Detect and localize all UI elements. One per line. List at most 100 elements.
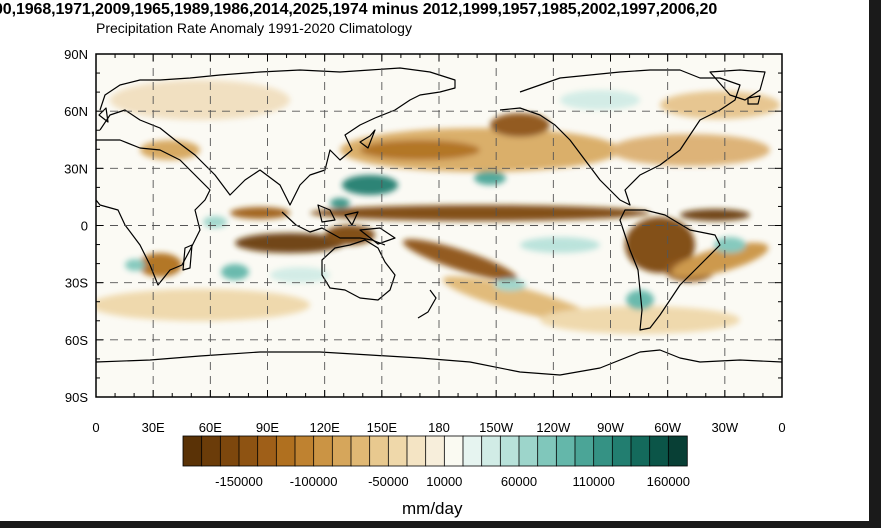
- anomaly-patch: [626, 290, 654, 310]
- y-tick-labels: 90N 60N 30N 0 30S 60S 90S: [64, 47, 88, 405]
- anomaly-patch: [96, 289, 310, 321]
- x-tick-labels: 0 30E 60E 90E 120E 150E 180 150W 120W 90W 60W 30W 0: [92, 420, 785, 435]
- coast-iceland: [747, 95, 761, 105]
- anomaly-patch: [235, 233, 345, 253]
- y-tick-label: 30N: [64, 161, 88, 176]
- colorbar-swatch: [201, 435, 222, 467]
- anomaly-patch: [520, 237, 600, 253]
- anomaly-patch: [330, 198, 350, 208]
- colorbar-swatch: [667, 435, 688, 467]
- colorbar-swatch: [275, 435, 296, 467]
- colorbar-tick-label: 10000: [426, 474, 462, 489]
- colorbar-swatch: [555, 435, 576, 467]
- colorbar-swatch: [387, 435, 408, 467]
- colorbar-swatch: [630, 435, 651, 467]
- y-tick-label: 90S: [65, 390, 88, 405]
- colorbar-swatch: [238, 435, 259, 467]
- y-tick-label: 90N: [64, 47, 88, 62]
- anomaly-patch: [230, 207, 290, 219]
- colorbar-swatch: [182, 435, 203, 467]
- x-tick-label: 120E: [309, 420, 340, 435]
- anomaly-patch: [714, 237, 746, 253]
- coast-south-america: [619, 209, 721, 331]
- colorbar-swatch: [593, 435, 614, 467]
- map-frame: [95, 53, 783, 398]
- colorbar-swatch: [406, 435, 427, 467]
- anomaly-patch: [342, 175, 398, 195]
- anomaly-patch: [680, 209, 750, 221]
- coast-africa: [96, 139, 211, 286]
- colorbar-swatch: [257, 435, 278, 467]
- x-tick-label: 120W: [536, 420, 571, 435]
- colorbar-swatch: [331, 435, 352, 467]
- x-tick-label: 30E: [142, 420, 165, 435]
- colorbar-swatch: [611, 435, 632, 467]
- anomaly-patch: [221, 264, 249, 280]
- colorbar-tick-label: -100000: [290, 474, 338, 489]
- anomaly-patch: [203, 216, 227, 228]
- y-tick-label: 60S: [65, 333, 88, 348]
- colorbar-swatch: [313, 435, 334, 467]
- colorbar-swatch: [219, 435, 240, 467]
- anomaly-patch: [360, 140, 480, 160]
- colorbar-swatch: [462, 435, 483, 467]
- anomaly-patch: [540, 306, 740, 334]
- x-tick-label: 0: [92, 420, 99, 435]
- anomaly-field: [96, 80, 780, 334]
- figure-panel: 00,1968,1971,2009,1965,1989,1986,2014,20…: [0, 0, 869, 521]
- colorbar-tick-label: 110000: [572, 474, 614, 489]
- x-tick-label: 60W: [654, 420, 681, 435]
- coast-madagascar: [182, 244, 193, 271]
- colorbar-swatch: [481, 435, 502, 467]
- coast-japan: [359, 129, 376, 149]
- coast-sulawesi: [344, 211, 359, 226]
- chart-subtitle: Precipitation Rate Anomaly 1991-2020 Cli…: [96, 20, 412, 36]
- coast-greenland: [709, 69, 766, 101]
- x-tick-label: 90E: [256, 420, 279, 435]
- x-tick-label: 0: [778, 420, 785, 435]
- colorbar-swatch: [537, 435, 558, 467]
- anomaly-patch: [490, 113, 550, 137]
- colorbar: [182, 435, 688, 467]
- coast-borneo: [317, 204, 336, 223]
- colorbar-swatch: [443, 435, 464, 467]
- colorbar-swatch: [574, 435, 595, 467]
- anomaly-patch: [625, 217, 695, 273]
- coast-maritime: [281, 211, 386, 246]
- coast-newguinea: [359, 227, 396, 245]
- y-tick-label: 0: [81, 219, 88, 234]
- anomaly-patch: [660, 91, 780, 119]
- x-tick-label: 180: [428, 420, 450, 435]
- anomaly-patch: [140, 140, 200, 160]
- anomaly-patch: [270, 267, 330, 283]
- y-tick-label: 30S: [65, 276, 88, 291]
- colorbar-swatch: [425, 435, 446, 467]
- anomaly-patch: [402, 239, 518, 281]
- colorbar-swatch: [518, 435, 539, 467]
- x-tick-label: 150W: [479, 420, 514, 435]
- chart-title: 00,1968,1971,2009,1965,1989,1986,2014,20…: [0, 1, 718, 18]
- colorbar-tick-label: 160000: [647, 474, 690, 489]
- x-tick-label: 30W: [711, 420, 738, 435]
- colorbar-tick-label: 60000: [501, 474, 537, 489]
- colorbar-swatch: [350, 435, 371, 467]
- map-figure: 90N 60N 30N 0 30S 60S 90S 0 30E 60E 90E 120E 150E 18…: [64, 47, 785, 489]
- colorbar-swatch: [294, 435, 315, 467]
- x-tick-label: 90W: [597, 420, 624, 435]
- coast-north-america: [499, 69, 741, 206]
- x-tick-label: 150E: [367, 420, 398, 435]
- colorbar-swatch: [499, 435, 520, 467]
- colorbar-labels: -150000 -100000 -50000 10000 60000 110000 1600…: [215, 474, 690, 489]
- anomaly-patch: [560, 90, 640, 110]
- anomaly-patch: [494, 279, 526, 291]
- colorbar-tick-label: -50000: [368, 474, 408, 489]
- anomaly-patch: [310, 205, 650, 221]
- anomaly-patch: [138, 253, 182, 277]
- colorbar-unit-label: mm/day: [402, 499, 463, 518]
- x-tick-label: 60E: [199, 420, 222, 435]
- coast-antarctica: [96, 349, 782, 376]
- anomaly-patch: [125, 259, 145, 271]
- coast-newzealand: [417, 289, 437, 319]
- anomaly-patch: [474, 171, 506, 185]
- colorbar-tick-label: -150000: [215, 474, 263, 489]
